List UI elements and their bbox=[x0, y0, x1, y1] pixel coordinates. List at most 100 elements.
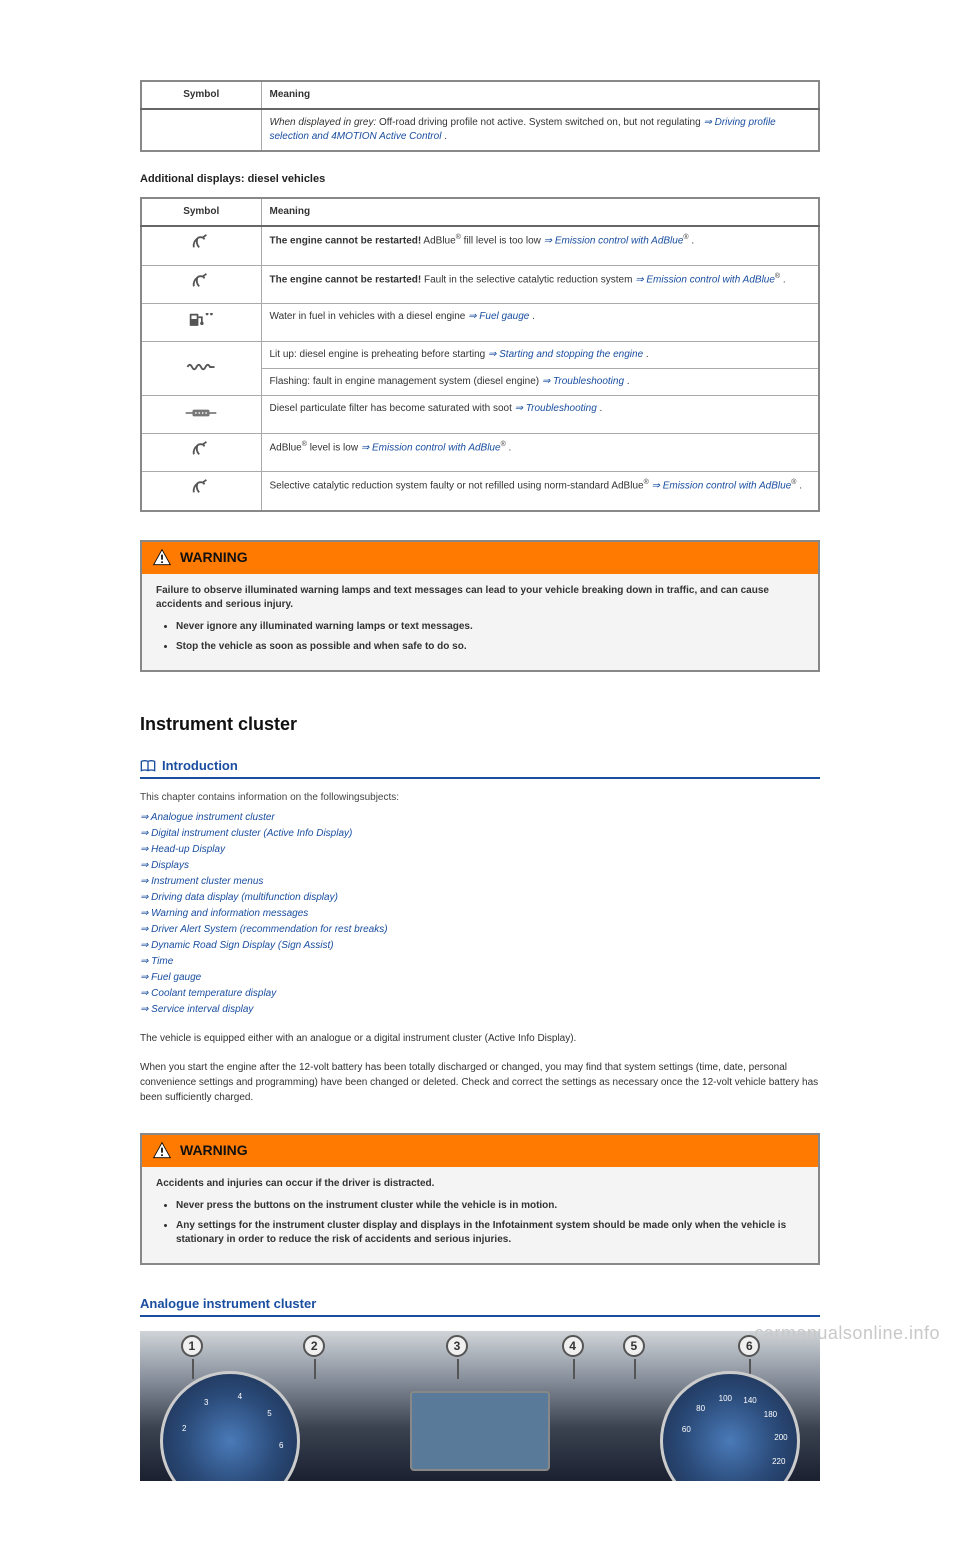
gauge-tick: 220 bbox=[772, 1456, 785, 1467]
meaning-cell: Flashing: fault in engine management sys… bbox=[261, 368, 819, 395]
symbol-cell bbox=[141, 472, 261, 511]
text: . bbox=[441, 131, 447, 142]
gauge-tick: 140 bbox=[743, 1395, 756, 1406]
table-row: Lit up: diesel engine is preheating befo… bbox=[141, 341, 819, 368]
warning-triangle-icon bbox=[152, 1141, 172, 1161]
figure-callout: 2 bbox=[303, 1335, 325, 1357]
intro-link[interactable]: ⇒ Warning and information messages bbox=[140, 907, 820, 921]
warning-box: WARNING Failure to observe illuminated w… bbox=[140, 540, 820, 672]
figure-callout: 4 bbox=[562, 1335, 584, 1357]
meaning-cell: When displayed in grey: Off-road driving… bbox=[261, 109, 819, 151]
meaning-cell: Water in fuel in vehicles with a diesel … bbox=[261, 303, 819, 341]
warning-body: Failure to observe illuminated warning l… bbox=[142, 574, 818, 670]
meaning-cell: The engine cannot be restarted! AdBlue® … bbox=[261, 226, 819, 265]
symbol-cell bbox=[141, 226, 261, 265]
th-meaning: Meaning bbox=[261, 198, 819, 226]
gauge-tick: 100 bbox=[719, 1393, 732, 1404]
symbol-cell bbox=[141, 434, 261, 472]
gauge-tick: 5 bbox=[267, 1408, 271, 1419]
meaning-cell: Lit up: diesel engine is preheating befo… bbox=[261, 341, 819, 368]
th-meaning: Meaning bbox=[261, 81, 819, 109]
link[interactable]: ⇒ Starting and stopping the engine bbox=[488, 349, 643, 360]
warning-list: Never ignore any illuminated warning lam… bbox=[156, 620, 804, 654]
warning-body: Accidents and injuries can occur if the … bbox=[142, 1167, 818, 1263]
warning-lead: Accidents and injuries can occur if the … bbox=[156, 1177, 804, 1191]
book-icon bbox=[140, 760, 156, 772]
link[interactable]: ⇒ Emission control with AdBlue bbox=[635, 274, 775, 285]
meaning-cell: Diesel particulate filter has become sat… bbox=[261, 395, 819, 433]
intro-link[interactable]: ⇒ Fuel gauge bbox=[140, 971, 820, 985]
intro-link[interactable]: ⇒ Displays bbox=[140, 859, 820, 873]
link[interactable]: ⇒ Fuel gauge bbox=[468, 311, 529, 322]
intro-link[interactable]: ⇒ Service interval display bbox=[140, 1003, 820, 1017]
figure-callout: 3 bbox=[446, 1335, 468, 1357]
meaning-cell: The engine cannot be restarted! Fault in… bbox=[261, 265, 819, 303]
text: Off-road driving profile not active. Sys… bbox=[376, 117, 703, 128]
meaning-cell: Selective catalytic reduction system fau… bbox=[261, 472, 819, 511]
symbol-meaning-table-diesel: Symbol Meaning The engine cannot be rest… bbox=[140, 197, 820, 511]
intro-link[interactable]: ⇒ Driving data display (multifunction di… bbox=[140, 891, 820, 905]
gauge-tick: 6 bbox=[279, 1440, 283, 1451]
table-row: Diesel particulate filter has become sat… bbox=[141, 395, 819, 433]
intro-lead-text: This chapter contains information on the… bbox=[140, 791, 820, 805]
warning-title: WARNING bbox=[180, 548, 248, 568]
watermark-text: carmanualsonline.info bbox=[754, 1321, 940, 1346]
figure-callout: 1 bbox=[181, 1335, 203, 1357]
warning-list: Never press the buttons on the instrumen… bbox=[156, 1199, 804, 1247]
gauge-tick: 3 bbox=[204, 1397, 208, 1408]
link[interactable]: ⇒ Emission control with AdBlue bbox=[544, 236, 684, 247]
diesel-heading: Additional displays: diesel vehicles bbox=[140, 172, 820, 187]
warning-lead: Failure to observe illuminated warning l… bbox=[156, 584, 804, 612]
speedometer-gauge: 6080100140180200220 bbox=[660, 1371, 800, 1481]
warning-header: WARNING bbox=[142, 542, 818, 574]
intro-link-list: ⇒ Analogue instrument cluster ⇒ Digital i… bbox=[140, 811, 820, 1017]
link[interactable]: ⇒ Emission control with AdBlue bbox=[361, 442, 501, 453]
meaning-cell: AdBlue® level is low ⇒ Emission control … bbox=[261, 434, 819, 472]
table-row: Water in fuel in vehicles with a diesel … bbox=[141, 303, 819, 341]
intro-link[interactable]: ⇒ Driver Alert System (recommendation fo… bbox=[140, 923, 820, 937]
link[interactable]: ⇒ Troubleshooting bbox=[542, 376, 624, 387]
gauge-tick: 180 bbox=[764, 1409, 777, 1420]
instrument-cluster-heading: Instrument cluster bbox=[140, 712, 820, 737]
introduction-title: Introduction bbox=[162, 757, 238, 775]
center-display bbox=[410, 1391, 550, 1471]
intro-link[interactable]: ⇒ Time bbox=[140, 955, 820, 969]
gauge-tick: 80 bbox=[696, 1403, 705, 1414]
intro-link[interactable]: ⇒ Digital instrument cluster (Active Inf… bbox=[140, 827, 820, 841]
symbol-cell bbox=[141, 341, 261, 395]
paragraph: The vehicle is equipped either with an a… bbox=[140, 1031, 820, 1046]
warning-bullet: Stop the vehicle as soon as possible and… bbox=[176, 640, 804, 654]
warning-box: WARNING Accidents and injuries can occur… bbox=[140, 1133, 820, 1265]
introduction-header: Introduction bbox=[140, 757, 820, 779]
intro-link[interactable]: ⇒ Head-up Display bbox=[140, 843, 820, 857]
italic-prefix: When displayed in grey: bbox=[270, 117, 377, 128]
warning-header: WARNING bbox=[142, 1135, 818, 1167]
gauge-tick: 200 bbox=[774, 1432, 787, 1443]
warning-triangle-icon bbox=[152, 548, 172, 568]
table-row: Selective catalytic reduction system fau… bbox=[141, 472, 819, 511]
intro-link[interactable]: ⇒ Analogue instrument cluster bbox=[140, 811, 820, 825]
table-row: The engine cannot be restarted! AdBlue® … bbox=[141, 226, 819, 265]
warning-bullet: Never ignore any illuminated warning lam… bbox=[176, 620, 804, 634]
paragraph: When you start the engine after the 12-v… bbox=[140, 1060, 820, 1105]
symbol-cell bbox=[141, 303, 261, 341]
intro-link[interactable]: ⇒ Instrument cluster menus bbox=[140, 875, 820, 889]
intro-link[interactable]: ⇒ Dynamic Road Sign Display (Sign Assist… bbox=[140, 939, 820, 953]
symbol-cell bbox=[141, 395, 261, 433]
analogue-cluster-heading[interactable]: Analogue instrument cluster bbox=[140, 1295, 820, 1317]
gauge-tick: 4 bbox=[238, 1391, 242, 1402]
table-row: AdBlue® level is low ⇒ Emission control … bbox=[141, 434, 819, 472]
symbol-cell bbox=[141, 265, 261, 303]
warning-bullet: Any settings for the instrument cluster … bbox=[176, 1219, 804, 1247]
symbol-meaning-table-1: Symbol Meaning When displayed in grey: O… bbox=[140, 80, 820, 152]
warning-title: WARNING bbox=[180, 1141, 248, 1161]
link[interactable]: ⇒ Emission control with AdBlue bbox=[652, 481, 792, 492]
table-row: The engine cannot be restarted! Fault in… bbox=[141, 265, 819, 303]
link[interactable]: ⇒ Troubleshooting bbox=[515, 403, 597, 414]
gauge-tick: 2 bbox=[182, 1423, 186, 1434]
warning-bullet: Never press the buttons on the instrumen… bbox=[176, 1199, 804, 1213]
tachometer-gauge: 2 3 4 5 6 bbox=[160, 1371, 300, 1481]
figure-callout: 5 bbox=[623, 1335, 645, 1357]
intro-link[interactable]: ⇒ Coolant temperature display bbox=[140, 987, 820, 1001]
instrument-cluster-figure: 123456 23456 6080100140180200220 bbox=[140, 1331, 820, 1481]
